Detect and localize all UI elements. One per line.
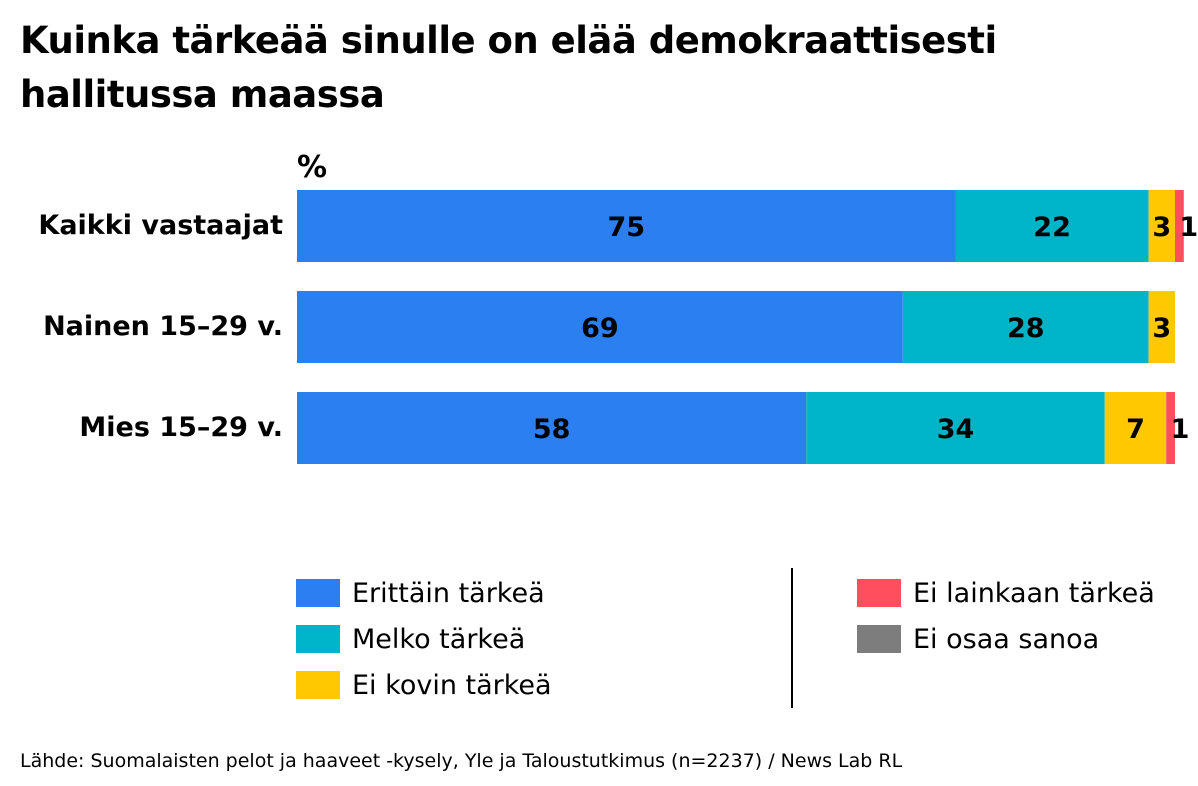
source-note: Lähde: Suomalaisten pelot ja haaveet -ky… — [20, 750, 903, 772]
bar-mies-15-29-v-erittain-tarkea — [297, 392, 807, 464]
legend-item-ei-osaa-sanoa: Ei osaa sanoa — [857, 616, 1155, 662]
bar-nainen-15-29-v-melko-tarkea — [902, 291, 1149, 363]
legend-item-ei-kovin-tarkea: Ei kovin tärkeä — [296, 662, 552, 708]
bar-kaikki-vastaajat-erittain-tarkea — [297, 190, 956, 262]
bar-mies-15-29-v-ei-lainkaan-tarkea — [1166, 392, 1175, 464]
legend-item-erittain-tarkea: Erittäin tärkeä — [296, 570, 552, 616]
bar-nainen-15-29-v-ei-kovin-tarkea — [1148, 291, 1175, 363]
bar-kaikki-vastaajat-ei-lainkaan-tarkea — [1175, 190, 1184, 262]
legend-label-ei-lainkaan-tarkea: Ei lainkaan tärkeä — [913, 577, 1155, 609]
legend-swatch-ei-osaa-sanoa — [857, 625, 901, 653]
value-label-kaikki-vastaajat-ei-lainkaan-tarkea: 1 — [1179, 212, 1198, 243]
legend-right: Ei lainkaan tärkeä Ei osaa sanoa — [857, 570, 1155, 662]
legend-swatch-erittain-tarkea — [296, 579, 340, 607]
legend-swatch-melko-tarkea — [296, 625, 340, 653]
legend-swatch-ei-kovin-tarkea — [296, 671, 340, 699]
legend-label-erittain-tarkea: Erittäin tärkeä — [352, 577, 545, 609]
legend-divider — [791, 568, 793, 708]
value-label-kaikki-vastaajat-erittain-tarkea: 75 — [607, 212, 645, 243]
bar-mies-15-29-v-melko-tarkea — [806, 392, 1105, 464]
bar-kaikki-vastaajat-melko-tarkea — [955, 190, 1149, 262]
bar-nainen-15-29-v-erittain-tarkea — [297, 291, 903, 363]
legend-left: Erittäin tärkeä Melko tärkeä Ei kovin tä… — [296, 570, 552, 708]
legend-label-ei-osaa-sanoa: Ei osaa sanoa — [913, 623, 1100, 655]
value-label-nainen-15-29-v-melko-tarkea: 28 — [1007, 313, 1045, 344]
legend-label-ei-kovin-tarkea: Ei kovin tärkeä — [352, 669, 552, 701]
bar-mies-15-29-v-ei-kovin-tarkea — [1104, 392, 1167, 464]
unit-label: % — [297, 150, 328, 185]
value-label-mies-15-29-v-melko-tarkea: 34 — [937, 414, 975, 445]
value-label-mies-15-29-v-ei-kovin-tarkea: 7 — [1126, 414, 1145, 445]
value-label-mies-15-29-v-erittain-tarkea: 58 — [533, 414, 571, 445]
bar-kaikki-vastaajat-ei-kovin-tarkea — [1148, 190, 1175, 262]
category-label-nainen: Nainen 15–29 v. — [43, 311, 283, 342]
legend-swatch-ei-lainkaan-tarkea — [857, 579, 901, 607]
category-label-mies: Mies 15–29 v. — [79, 412, 283, 443]
legend-label-melko-tarkea: Melko tärkeä — [352, 623, 526, 655]
chart-title: Kuinka tärkeää sinulle on elää demokraat… — [20, 19, 997, 116]
legend-item-ei-lainkaan-tarkea: Ei lainkaan tärkeä — [857, 570, 1155, 616]
category-label-kaikki-vastaajat: Kaikki vastaajat — [38, 210, 283, 241]
value-label-nainen-15-29-v-ei-kovin-tarkea: 3 — [1152, 313, 1171, 344]
value-label-nainen-15-29-v-erittain-tarkea: 69 — [581, 313, 619, 344]
value-label-kaikki-vastaajat-melko-tarkea: 22 — [1033, 212, 1071, 243]
legend-item-melko-tarkea: Melko tärkeä — [296, 616, 552, 662]
value-label-kaikki-vastaajat-ei-kovin-tarkea: 3 — [1152, 212, 1171, 243]
value-label-mies-15-29-v-ei-lainkaan-tarkea: 1 — [1171, 414, 1190, 445]
